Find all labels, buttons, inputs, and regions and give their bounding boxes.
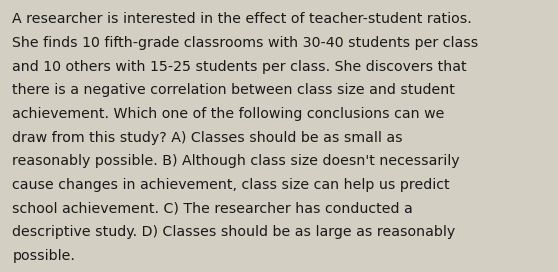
Text: draw from this study? A) Classes should be as small as: draw from this study? A) Classes should …	[12, 131, 403, 144]
Text: possible.: possible.	[12, 249, 75, 263]
Text: and 10 others with 15-25 students per class. She discovers that: and 10 others with 15-25 students per cl…	[12, 60, 467, 73]
Text: descriptive study. D) Classes should be as large as reasonably: descriptive study. D) Classes should be …	[12, 225, 455, 239]
Text: cause changes in achievement, class size can help us predict: cause changes in achievement, class size…	[12, 178, 450, 192]
Text: school achievement. C) The researcher has conducted a: school achievement. C) The researcher ha…	[12, 202, 413, 215]
Text: there is a negative correlation between class size and student: there is a negative correlation between …	[12, 83, 455, 97]
Text: achievement. Which one of the following conclusions can we: achievement. Which one of the following …	[12, 107, 445, 121]
Text: She finds 10 fifth-grade classrooms with 30-40 students per class: She finds 10 fifth-grade classrooms with…	[12, 36, 479, 50]
Text: reasonably possible. B) Although class size doesn't necessarily: reasonably possible. B) Although class s…	[12, 154, 460, 168]
Text: A researcher is interested in the effect of teacher-student ratios.: A researcher is interested in the effect…	[12, 12, 472, 26]
